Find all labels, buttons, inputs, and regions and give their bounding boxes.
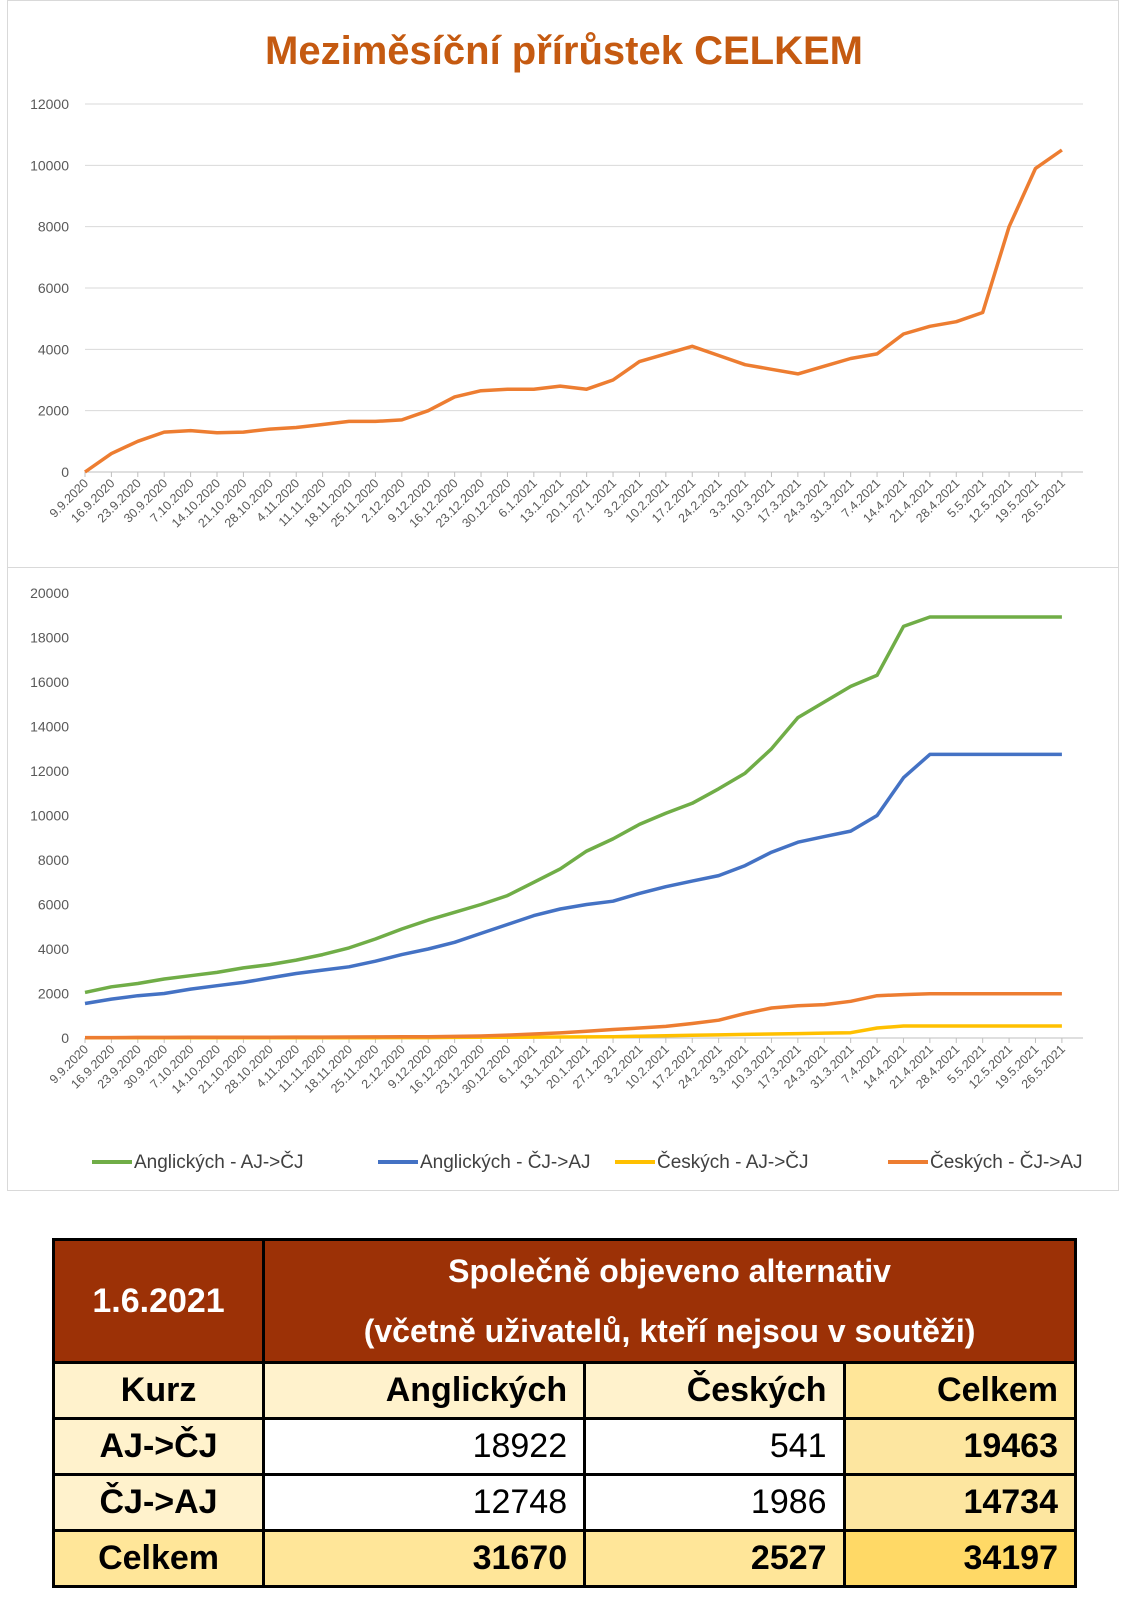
y-tick-label: 10000 <box>30 808 69 824</box>
y-tick-label: 8000 <box>38 852 69 868</box>
y-tick-label: 4000 <box>38 341 69 357</box>
cell-celkem: 14734 <box>842 1473 1078 1532</box>
y-tick-label: 14000 <box>30 719 69 735</box>
legend-label: Anglických - ČJ->AJ <box>420 1151 591 1173</box>
col-head-anglickych: Anglických <box>262 1361 587 1420</box>
y-tick-label: 6000 <box>38 897 69 913</box>
table-row: ČJ->AJ 12748 1986 14734 <box>51 1473 1078 1532</box>
y-tick-label: 16000 <box>30 674 69 690</box>
y-tick-label: 18000 <box>30 630 69 646</box>
col-head-celkem: Celkem <box>842 1361 1078 1420</box>
y-tick-label: 10000 <box>30 157 69 173</box>
cell-anglickych: 18922 <box>262 1417 587 1476</box>
table-title-line2: (včetně uživatelů, kteří nejsou v soutěž… <box>363 1313 976 1349</box>
cell-anglickych: 31670 <box>262 1529 587 1588</box>
table-title-line1: Společně objeveno alternativ <box>448 1253 891 1289</box>
table-row: Celkem 31670 2527 34197 <box>51 1529 1078 1588</box>
cell-celkem: 19463 <box>842 1417 1078 1476</box>
series-line-1 <box>84 752 1062 1006</box>
y-tick-label: 0 <box>61 464 69 480</box>
summary-table: 1.6.2021 Společně objeveno alternativ (v… <box>51 1238 1078 1588</box>
y-tick-label: 6000 <box>38 280 69 296</box>
table-row: AJ->ČJ 18922 541 19463 <box>51 1417 1078 1476</box>
chart-total-increase: Meziměsíční přírůstek CELKEM 0 2000 4000 600… <box>30 29 1083 530</box>
y-tick-label: 20000 <box>30 585 69 601</box>
y-tick-label: 12000 <box>30 96 69 112</box>
cell-ceskych: 2527 <box>583 1529 846 1588</box>
y-tick-label: 12000 <box>30 763 69 779</box>
chart-title: Meziměsíční přírůstek CELKEM <box>265 29 863 73</box>
y-tick-label: 0 <box>61 1030 69 1046</box>
legend-label: Anglických - AJ->ČJ <box>134 1151 303 1173</box>
row-label: AJ->ČJ <box>51 1417 266 1476</box>
cell-ceskych: 541 <box>583 1417 846 1476</box>
chart-divider <box>7 567 1119 568</box>
row-label: Celkem <box>51 1529 266 1588</box>
row-label: ČJ->AJ <box>51 1473 266 1532</box>
table-date: 1.6.2021 <box>51 1238 266 1364</box>
series-line-0 <box>84 615 1062 995</box>
y-tick-label: 2000 <box>38 403 69 419</box>
series-line-3 <box>85 992 1062 1040</box>
legend-label: Českých - ČJ->AJ <box>930 1151 1083 1173</box>
col-head-kurz: Kurz <box>51 1361 266 1420</box>
y-tick-label: 2000 <box>38 986 69 1002</box>
cell-ceskych: 1986 <box>583 1473 846 1532</box>
cell-celkem: 34197 <box>842 1529 1078 1588</box>
col-head-ceskych: Českých <box>583 1361 846 1420</box>
table-title: Společně objeveno alternativ (včetně uži… <box>262 1238 1077 1364</box>
y-tick-label: 4000 <box>38 941 69 957</box>
chart-by-course: 0 2000 4000 6000 8000 10000 12000 14000 16000 180… <box>30 585 1083 1173</box>
y-tick-label: 8000 <box>38 219 69 235</box>
cell-anglickych: 12748 <box>262 1473 587 1532</box>
legend-label: Českých - AJ->ČJ <box>657 1151 809 1173</box>
series-line <box>83 148 1063 474</box>
